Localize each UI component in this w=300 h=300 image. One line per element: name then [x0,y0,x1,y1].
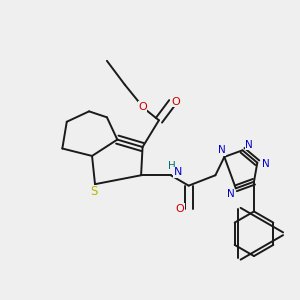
Text: O: O [171,97,180,106]
Text: O: O [138,102,147,112]
Text: N: N [245,140,253,150]
Text: N: N [226,189,234,199]
Text: H: H [168,161,176,171]
Text: N: N [262,159,269,169]
Text: N: N [218,146,225,155]
Text: O: O [175,204,184,214]
Text: N: N [174,167,182,177]
Text: S: S [90,185,97,198]
